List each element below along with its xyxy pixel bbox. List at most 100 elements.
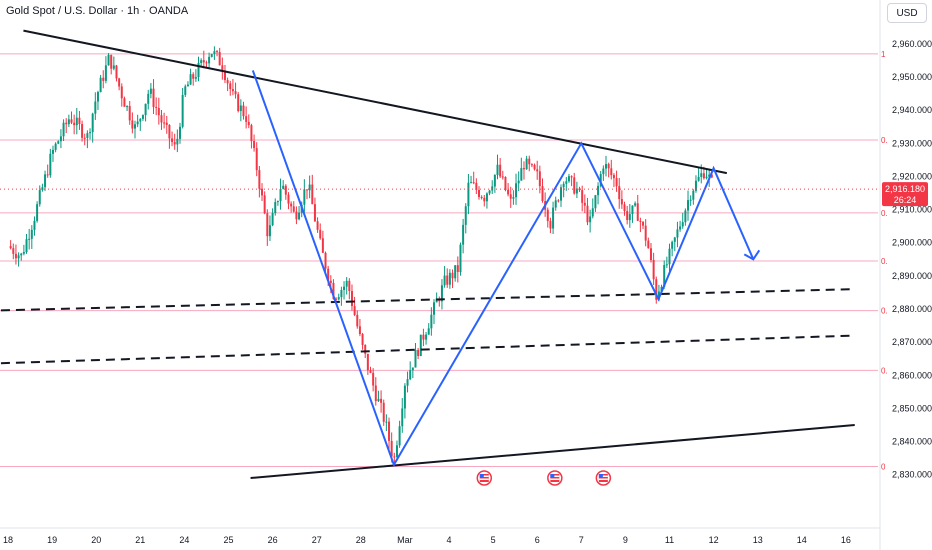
trendline[interactable]: [23, 29, 728, 175]
candle: [358, 318, 361, 337]
candle-body: [210, 54, 213, 57]
price-tick-label: 2,870.000: [892, 337, 932, 347]
candle-body: [123, 98, 126, 107]
candle: [115, 64, 118, 82]
candle: [168, 124, 171, 149]
candle-body: [173, 142, 176, 145]
candle-body: [546, 209, 549, 221]
candle: [102, 70, 105, 89]
candle-body: [213, 51, 216, 55]
candle-body: [57, 141, 60, 144]
candle-body: [44, 174, 47, 188]
us-flag-icon[interactable]: [595, 470, 612, 486]
candle: [253, 134, 256, 152]
candle-body: [263, 195, 266, 214]
candle-body: [337, 297, 340, 300]
candle: [446, 268, 449, 288]
fib-level-label: 0.: [881, 366, 888, 375]
candle-body: [348, 280, 351, 291]
candle-body: [311, 184, 314, 205]
candle-body: [305, 189, 308, 191]
candle: [493, 174, 496, 193]
candle: [213, 46, 216, 60]
candle-body: [708, 174, 711, 177]
candle-body: [38, 190, 41, 205]
candle-body: [171, 138, 174, 143]
candle: [459, 242, 462, 276]
price-tick-label: 2,880.000: [892, 304, 932, 314]
candle-body: [25, 239, 28, 252]
candle-body: [694, 180, 697, 191]
dashed-trendline[interactable]: [0, 288, 855, 312]
candle: [9, 240, 12, 250]
time-tick-label: 11: [665, 535, 674, 545]
candle: [223, 64, 226, 84]
candle: [671, 240, 674, 257]
us-flag-icon[interactable]: [476, 470, 493, 486]
candle: [41, 183, 44, 192]
candle: [597, 182, 600, 205]
time-tick-label: 21: [135, 535, 145, 545]
candle: [475, 178, 478, 194]
candle-body: [406, 379, 409, 386]
candle: [612, 173, 615, 188]
candle: [96, 90, 99, 110]
candle-body: [46, 174, 49, 176]
candle-body: [615, 178, 618, 187]
time-tick-label: 14: [797, 535, 807, 545]
candle-body: [655, 279, 658, 300]
candle: [411, 367, 414, 379]
candle-body: [515, 183, 518, 198]
candle: [567, 173, 570, 183]
dashed-trendline[interactable]: [0, 334, 855, 365]
candle: [237, 92, 240, 113]
candle-body: [229, 83, 232, 90]
projection-path[interactable]: [251, 70, 755, 468]
candle: [202, 50, 205, 69]
candle: [628, 204, 631, 228]
trendline[interactable]: [250, 424, 855, 480]
candle-body: [99, 77, 102, 93]
candle-body: [522, 168, 525, 170]
candle-body: [562, 183, 565, 188]
candle-body: [583, 202, 586, 206]
candle: [89, 128, 92, 140]
candle-body: [163, 122, 166, 124]
candle: [276, 200, 279, 206]
time-tick-label: 12: [709, 535, 719, 545]
candle: [366, 353, 369, 375]
candle: [321, 230, 324, 253]
candle-body: [319, 229, 322, 239]
candle-body: [430, 314, 433, 329]
candle-body: [282, 185, 285, 189]
price-tick-label: 2,960.000: [892, 39, 932, 49]
candle-body: [332, 282, 335, 299]
us-flag-icon[interactable]: [547, 470, 563, 486]
candle: [673, 236, 676, 252]
candle-body: [673, 237, 676, 242]
candle: [406, 371, 409, 393]
candle-body: [671, 241, 674, 249]
candle: [136, 114, 139, 128]
candle-body: [202, 60, 205, 63]
candle: [348, 278, 351, 300]
candle-body: [581, 190, 584, 203]
candle-body: [692, 190, 695, 200]
candle: [594, 194, 597, 212]
candle: [350, 284, 353, 311]
candle: [681, 212, 684, 229]
candle-body: [560, 187, 563, 201]
candle: [345, 277, 348, 295]
candle: [290, 201, 293, 213]
candle: [451, 269, 454, 289]
candle: [22, 244, 25, 256]
currency-selector[interactable]: USD: [887, 3, 927, 23]
candle: [538, 165, 541, 194]
time-tick-label: 13: [753, 535, 763, 545]
candle: [258, 166, 261, 198]
candle: [178, 122, 181, 144]
candle: [123, 96, 126, 107]
candle-body: [589, 216, 592, 223]
candle: [620, 190, 623, 209]
